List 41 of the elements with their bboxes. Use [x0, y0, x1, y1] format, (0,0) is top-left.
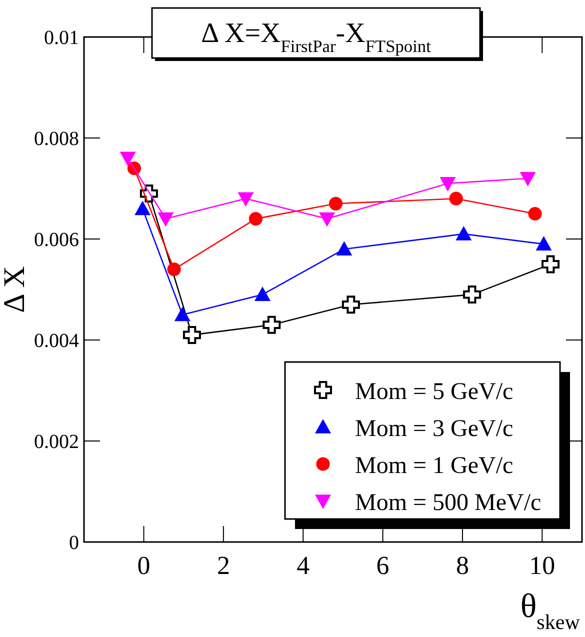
x-tick-label: 2 [216, 551, 230, 580]
point [238, 192, 254, 207]
point [342, 296, 360, 314]
point [134, 200, 151, 216]
point [449, 192, 463, 206]
point [536, 236, 552, 250]
y-tick-label: 0.01 [44, 27, 79, 49]
legend-label: Mom = 5 GeV/c [355, 379, 514, 405]
point [120, 152, 136, 166]
point [520, 172, 536, 186]
x-tick-label: 0 [137, 551, 150, 580]
point [528, 206, 542, 221]
point [328, 196, 343, 210]
point [542, 255, 560, 274]
point [440, 177, 456, 192]
legend-label: Mom = 1 GeV/c [355, 453, 514, 479]
point [336, 241, 352, 256]
x-axis-title: θ$_{skew}$ [520, 588, 581, 634]
chart-title: Δ X=X$_{FirstPar}$-X$_{FTSpoint}$ [201, 18, 432, 56]
point [319, 212, 336, 227]
point [262, 316, 281, 334]
x-tick-label: 8 [456, 551, 469, 580]
point [182, 326, 201, 344]
y-tick-label: 0.006 [34, 229, 79, 251]
legend-label: Mom = 3 GeV/c [355, 416, 514, 442]
point [254, 286, 270, 301]
x-tick-label: 10 [529, 551, 556, 580]
point [174, 306, 190, 322]
y-tick-label: 0.002 [34, 431, 79, 453]
point [456, 226, 472, 240]
y-tick-label: 0 [69, 532, 79, 554]
point [158, 212, 174, 227]
y-tick-label: 0.008 [34, 128, 79, 150]
point [463, 286, 482, 304]
point [167, 262, 181, 276]
x-tick-label: 4 [296, 551, 310, 580]
x-tick-label: 6 [376, 551, 390, 580]
y-axis-title: Δ X [0, 266, 31, 313]
point [248, 212, 263, 226]
y-tick-label: 0.004 [34, 330, 79, 352]
legend-label: Mom = 500 MeV/c [355, 490, 542, 516]
